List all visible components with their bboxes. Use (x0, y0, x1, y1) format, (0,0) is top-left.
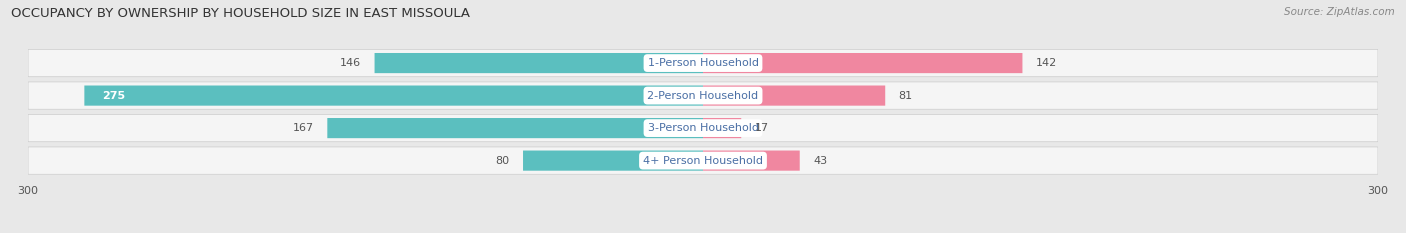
FancyBboxPatch shape (374, 53, 703, 73)
FancyBboxPatch shape (328, 118, 703, 138)
FancyBboxPatch shape (84, 86, 703, 106)
Text: 142: 142 (1036, 58, 1057, 68)
Text: 146: 146 (340, 58, 361, 68)
FancyBboxPatch shape (703, 86, 886, 106)
FancyBboxPatch shape (28, 82, 1378, 109)
FancyBboxPatch shape (28, 49, 1378, 77)
Text: 4+ Person Household: 4+ Person Household (643, 156, 763, 166)
Text: 167: 167 (292, 123, 314, 133)
Text: 81: 81 (898, 91, 912, 101)
FancyBboxPatch shape (703, 151, 800, 171)
Text: Source: ZipAtlas.com: Source: ZipAtlas.com (1284, 7, 1395, 17)
Text: 43: 43 (813, 156, 827, 166)
FancyBboxPatch shape (703, 118, 741, 138)
FancyBboxPatch shape (703, 53, 1022, 73)
FancyBboxPatch shape (28, 114, 1378, 142)
FancyBboxPatch shape (523, 151, 703, 171)
Text: OCCUPANCY BY OWNERSHIP BY HOUSEHOLD SIZE IN EAST MISSOULA: OCCUPANCY BY OWNERSHIP BY HOUSEHOLD SIZE… (11, 7, 470, 20)
Text: 80: 80 (495, 156, 509, 166)
Text: 2-Person Household: 2-Person Household (647, 91, 759, 101)
Text: 1-Person Household: 1-Person Household (648, 58, 758, 68)
Text: 17: 17 (755, 123, 769, 133)
FancyBboxPatch shape (28, 147, 1378, 174)
Text: 275: 275 (103, 91, 125, 101)
Text: 3-Person Household: 3-Person Household (648, 123, 758, 133)
